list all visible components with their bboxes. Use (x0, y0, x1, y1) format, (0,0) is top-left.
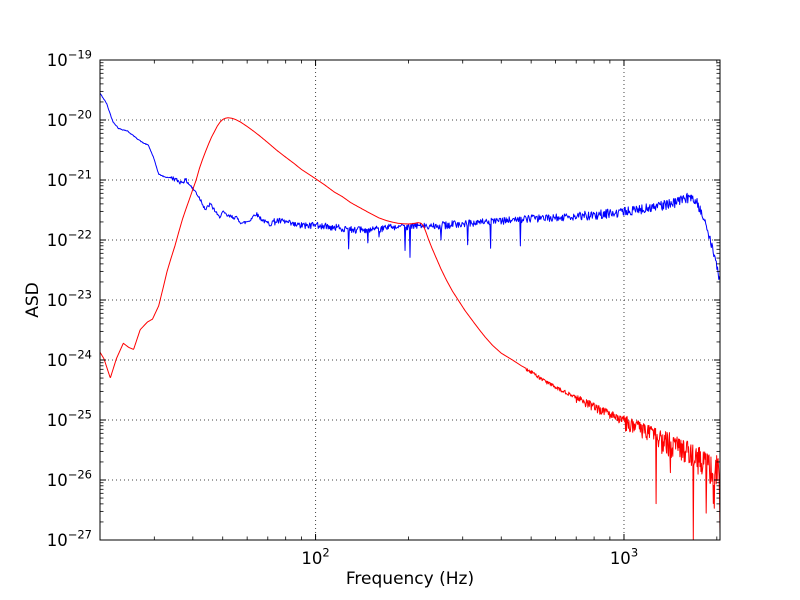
y-tick-label: 10−22 (47, 228, 92, 251)
blue-noise-spectrum-line (99, 92, 721, 281)
gridlines (100, 59, 720, 541)
tick-exponent: −24 (68, 348, 92, 362)
tick-exponent: 2 (322, 546, 329, 560)
tick-exponent: −22 (68, 228, 92, 242)
y-tick-label: 10−20 (47, 108, 92, 131)
y-axis-label: ASD (23, 282, 43, 318)
y-tick-label: 10−21 (47, 168, 92, 191)
series-lines (99, 92, 721, 541)
tick-exponent: −26 (68, 468, 92, 482)
x-tick-label: 102 (301, 546, 329, 569)
tick-labels: 10−19 10−20 10−21 10−22 10−23 10−24 10−25 10−26… (47, 48, 638, 569)
red-model-spectrum-line (99, 117, 721, 541)
tick-exponent: −20 (68, 108, 92, 122)
tick-exponent: −19 (68, 48, 92, 62)
tick-exponent: 3 (631, 546, 638, 560)
y-tick-label: 10−19 (47, 48, 92, 71)
y-tick-label: 10−23 (47, 288, 92, 311)
x-tick-label: 103 (610, 546, 638, 569)
x-axis-label: Frequency (Hz) (346, 569, 474, 589)
tick-exponent: −23 (68, 288, 92, 302)
axis-ticks (99, 59, 720, 541)
tick-exponent: −25 (68, 408, 92, 422)
y-tick-label: 10−24 (47, 348, 92, 371)
y-tick-label: 10−25 (47, 408, 92, 431)
y-tick-label: 10−26 (47, 468, 92, 491)
tick-exponent: −27 (68, 528, 92, 542)
y-tick-label: 10−27 (47, 528, 92, 551)
tick-exponent: −21 (68, 168, 92, 182)
